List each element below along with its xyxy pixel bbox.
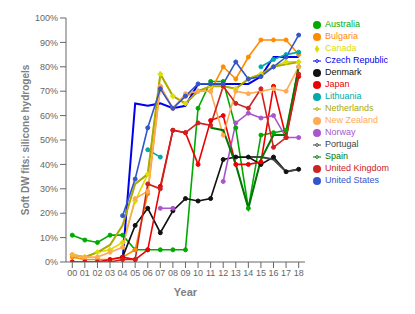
svg-text:09: 09 (180, 268, 190, 278)
html-text:Netherlands: Netherlands (325, 103, 374, 113)
svg-text:04: 04 (118, 268, 128, 278)
svg-text:01: 01 (80, 268, 90, 278)
html-text:Bulgaria: Bulgaria (325, 31, 358, 41)
html-text:Portugal: Portugal (325, 139, 359, 149)
svg-text:Year: Year (174, 286, 198, 298)
svg-text:50%: 50% (40, 135, 58, 145)
svg-text:90%: 90% (40, 38, 58, 48)
svg-text:10: 10 (193, 268, 203, 278)
svg-text:10%: 10% (40, 233, 58, 243)
svg-text:03: 03 (105, 268, 115, 278)
svg-text:08: 08 (168, 268, 178, 278)
svg-text:11: 11 (206, 268, 215, 278)
svg-text:15: 15 (256, 268, 266, 278)
svg-text:16: 16 (269, 268, 279, 278)
html-text:Canada: Canada (325, 43, 357, 53)
html-text:Japan: Japan (325, 79, 350, 89)
svg-text:18: 18 (294, 268, 304, 278)
svg-text:70%: 70% (40, 86, 58, 96)
svg-text:100%: 100% (35, 13, 58, 23)
html-text:Spain: Spain (325, 151, 348, 161)
svg-text:07: 07 (155, 268, 165, 278)
svg-text:60%: 60% (40, 111, 58, 121)
html-text:United Kingdom: United Kingdom (325, 163, 389, 173)
html-text:Denmark: Denmark (325, 67, 362, 77)
svg-text:00: 00 (67, 268, 77, 278)
html-text:New Zealand: New Zealand (325, 115, 378, 125)
svg-text:14: 14 (243, 268, 253, 278)
html-text:United States: United States (325, 175, 379, 185)
svg-text:Soft DW fits: silicone hydroge: Soft DW fits: silicone hydrogels (20, 64, 31, 215)
svg-text:80%: 80% (40, 62, 58, 72)
html-text:Australia: Australia (325, 19, 360, 29)
svg-text:02: 02 (92, 268, 102, 278)
svg-text:17: 17 (281, 268, 291, 278)
svg-text:30%: 30% (40, 184, 58, 194)
svg-text:06: 06 (143, 268, 153, 278)
html-text:Norway: Norway (325, 127, 356, 137)
svg-text:20%: 20% (40, 208, 58, 218)
svg-text:40%: 40% (40, 160, 58, 170)
svg-text:0%: 0% (45, 257, 58, 267)
svg-text:05: 05 (130, 268, 140, 278)
html-text:Lithuania: Lithuania (325, 91, 362, 101)
svg-text:13: 13 (231, 268, 241, 278)
html-text:Czech Republic: Czech Republic (325, 55, 388, 65)
svg-text:12: 12 (218, 268, 228, 278)
